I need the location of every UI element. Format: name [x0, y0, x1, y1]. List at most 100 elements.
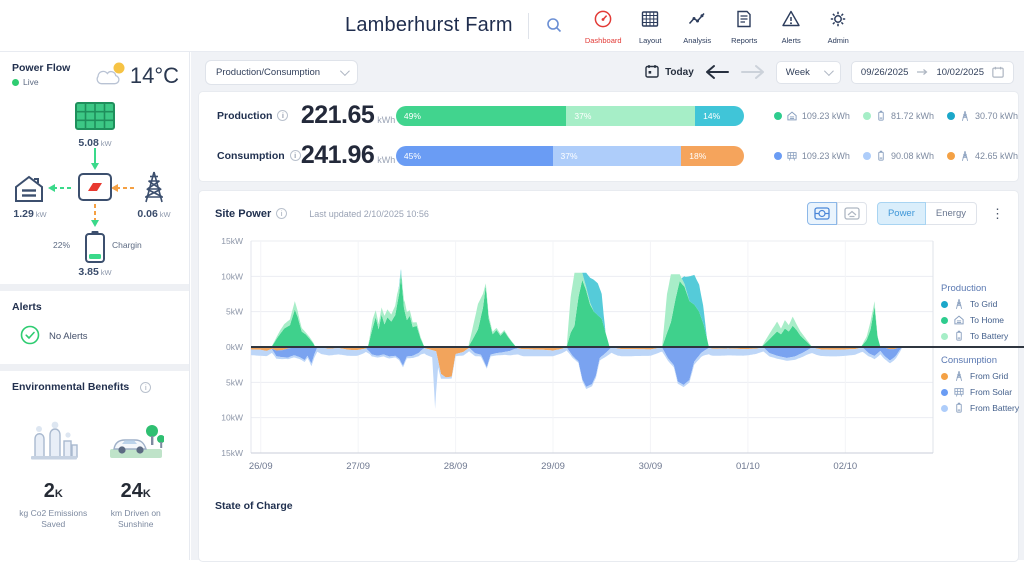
power-flow-title: Power Flow [12, 62, 71, 74]
stat-legend-item: 30.70 kWh [946, 110, 1018, 122]
live-label: Live [23, 77, 39, 87]
consumption-row: Consumption i 241.96 kWh 45% 37% 18% 109.23 … [199, 139, 1018, 172]
legend-dot-icon [941, 300, 948, 308]
series-to_home [251, 274, 904, 347]
info-icon[interactable]: i [289, 150, 301, 161]
production-value: 221.65 [300, 101, 375, 129]
home-icon [954, 315, 964, 325]
site-power-title: Site Power [215, 207, 272, 220]
legend-dot-icon [941, 372, 948, 380]
last-updated: Last updated 2/10/2025 10:56 [309, 208, 429, 219]
driven-caption: km Driven on Sunshine [110, 508, 161, 530]
chevron-down-icon [340, 65, 350, 76]
nav-label: Admin [827, 36, 849, 45]
battery-power-value: 3.85 kW [78, 266, 112, 278]
svg-text:29/09: 29/09 [541, 461, 565, 472]
grid-power-value: 0.06 kW [137, 208, 171, 220]
chart-legend-production: Production To Grid To Home To Battery [941, 283, 1023, 346]
chart-legend-item[interactable]: To Home [941, 314, 1023, 326]
info-icon[interactable]: i [140, 381, 152, 393]
bar-segment: 37% [566, 105, 696, 126]
consumption-bar: 45% 37% 18% [395, 145, 744, 166]
sidebar-divider [0, 364, 189, 371]
production-bar: 49% 37% 14% [395, 105, 744, 126]
info-icon[interactable]: i [276, 208, 288, 219]
period-dropdown[interactable]: Week [775, 60, 841, 84]
stat-legend-item: 90.08 kWh [862, 150, 934, 162]
nav-item-reports[interactable]: Reports [721, 6, 768, 45]
power-tab[interactable]: Power [876, 202, 926, 225]
legend-dot-icon [773, 111, 782, 120]
nav-label: Reports [731, 36, 758, 45]
production-consumption-card: Production i 221.65 kWh 49% 37% 14% 109.23 k… [198, 91, 1019, 182]
stat-legend-item: 81.72 kWh [862, 110, 934, 122]
bar-segment: 18% [681, 145, 744, 166]
series-from_solar [251, 347, 904, 387]
battery-icon [956, 402, 962, 413]
next-period-arrow[interactable] [740, 64, 766, 80]
chart-legend-item[interactable]: From Solar [941, 386, 1023, 398]
arrow-right-icon [917, 69, 928, 75]
svg-text:5kW: 5kW [226, 377, 243, 387]
svg-text:0kW: 0kW [226, 342, 243, 352]
stat-legend-item: 109.23 kWh [773, 150, 850, 162]
consumption-unit: kWh [377, 155, 396, 165]
view-selector-dropdown[interactable]: Production/Consumption [205, 59, 359, 85]
nav-item-dashboard[interactable]: Dashboard [580, 6, 627, 45]
chart-legend-item[interactable]: To Battery [941, 330, 1023, 342]
nav-label: Analysis [683, 36, 712, 45]
chart-legend-item[interactable]: From Battery [941, 402, 1023, 414]
calendar-icon [992, 66, 1004, 78]
co2-caption: kg Co2 Emissions Saved [19, 508, 88, 530]
site-view-button[interactable] [836, 202, 867, 225]
prev-period-arrow[interactable] [704, 64, 730, 80]
nav-item-analysis[interactable]: Analysis [674, 6, 721, 45]
grid-tower-icon [137, 170, 171, 209]
kebab-menu-icon[interactable]: ⋮ [991, 206, 1004, 221]
top-header: Lamberhurst Farm Dashboard Layout Analysis… [0, 0, 1024, 52]
nav-label: Dashboard [584, 36, 622, 45]
nav-item-admin[interactable]: Admin [815, 6, 862, 45]
nav-item-alerts[interactable]: Alerts [768, 6, 815, 45]
site-power-chart: 15kW 10kW 5kW 0kW 5kW 10kW 15kW 26/09 27/09 28/09… [199, 231, 1024, 486]
alerts-message: No Alerts [49, 331, 88, 342]
legend-value: 30.70 kWh [974, 110, 1018, 121]
site-power-card: Site Power i Last updated 2/10/2025 10:5… [198, 190, 1024, 562]
site-title: Lamberhurst Farm [345, 14, 513, 36]
bar-segment: 14% [695, 105, 744, 126]
date-range-picker[interactable]: 09/26/2025 10/02/2025 [850, 60, 1014, 84]
legend-value: 109.23 kWh [801, 110, 850, 121]
nav-item-layout[interactable]: Layout [627, 6, 674, 45]
bar-segment: 49% [395, 105, 567, 126]
live-dot-icon [12, 78, 19, 86]
solar-icon [787, 151, 797, 161]
production-label: Production [217, 109, 273, 122]
driven-value: 24K [120, 480, 151, 502]
solar-panel-icon [73, 100, 117, 139]
info-icon[interactable]: i [277, 110, 289, 121]
environmental-panel: Environmental Benefits i 2K kg Co2 Emiss… [0, 371, 189, 541]
grid-icon [955, 371, 963, 381]
today-button[interactable]: Today [645, 64, 694, 81]
production-unit: kWh [377, 115, 396, 125]
inverter-view-button[interactable] [806, 202, 837, 225]
view-toggle-group [806, 202, 867, 225]
legend-dot-icon [862, 111, 871, 120]
home-power-value: 1.29 kW [13, 208, 47, 220]
chart-legend-item[interactable]: From Grid [941, 370, 1023, 382]
site-power-chart-svg: 15kW 10kW 5kW 0kW 5kW 10kW 15kW 26/09 27/09 28/09… [221, 236, 1024, 472]
power-energy-toggle: Power Energy [876, 202, 977, 225]
nav-label: Alerts [781, 36, 801, 45]
series-to_battery [251, 271, 904, 347]
search-icon[interactable] [542, 13, 568, 39]
legend-dot-icon [862, 151, 871, 160]
legend-dot-icon [941, 404, 948, 412]
svg-text:27/09: 27/09 [346, 461, 370, 472]
legend-dot-icon [941, 332, 948, 340]
environmental-title: Environmental Benefits [12, 381, 130, 393]
energy-tab[interactable]: Energy [925, 202, 977, 225]
battery-icon [878, 150, 884, 161]
chart-legend-item[interactable]: To Grid [941, 298, 1023, 310]
calendar-icon [645, 64, 659, 81]
layout-icon [640, 9, 660, 34]
